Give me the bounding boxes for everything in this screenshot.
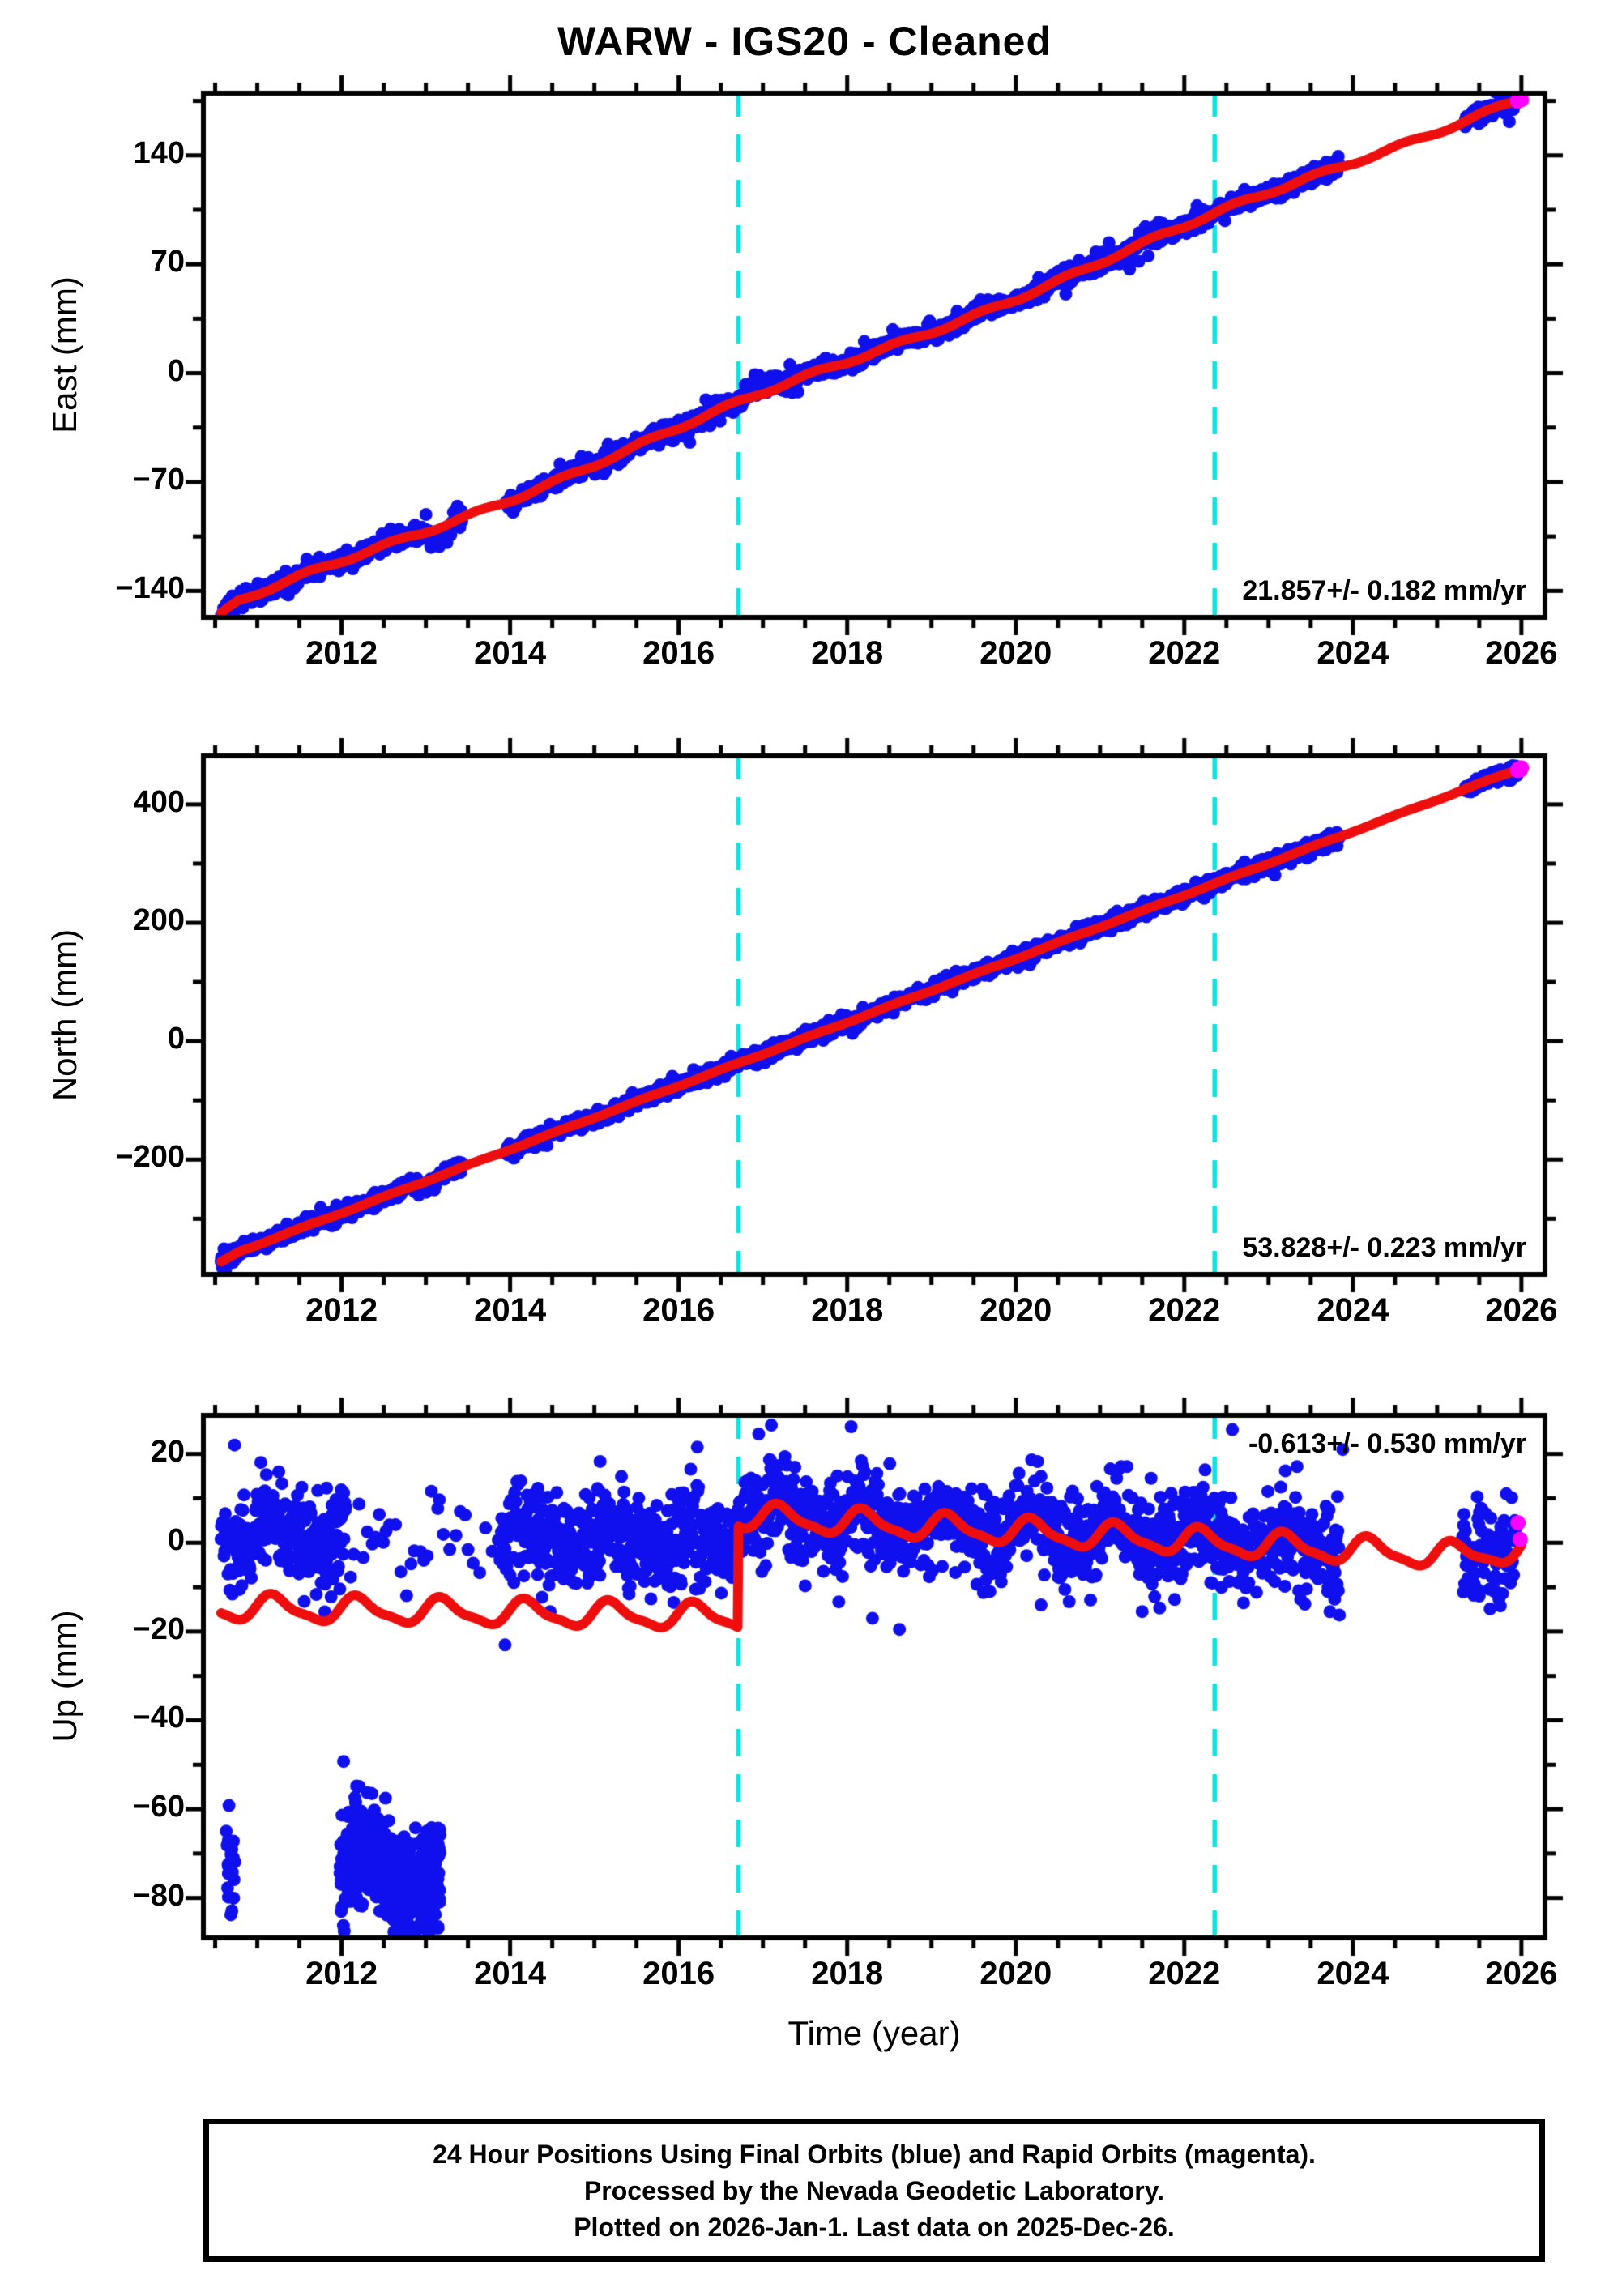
up-rate-annotation: -0.613+/- 0.530 mm/yr xyxy=(1248,1428,1526,1459)
east-axis-title: East (mm) xyxy=(45,276,83,433)
time-axis-title: Time (year) xyxy=(787,2014,961,2052)
caption-line-1: 24 Hour Positions Using Final Orbits (bl… xyxy=(433,2140,1316,2169)
east-rate-annotation: 21.857+/- 0.182 mm/yr xyxy=(1242,575,1526,606)
caption-box: 24 Hour Positions Using Final Orbits (bl… xyxy=(203,2119,1545,2262)
up-axis-title: Up (mm) xyxy=(45,1610,83,1743)
north-axis-title: North (mm) xyxy=(45,928,83,1102)
caption-line-2: Processed by the Nevada Geodetic Laborat… xyxy=(583,2176,1165,2205)
figure-title: WARW - IGS20 - Cleaned xyxy=(557,19,1052,64)
north-rate-annotation: 53.828+/- 0.223 mm/yr xyxy=(1242,1232,1526,1263)
caption-line-3: Plotted on 2026-Jan-1. Last data on 2025… xyxy=(574,2213,1175,2242)
